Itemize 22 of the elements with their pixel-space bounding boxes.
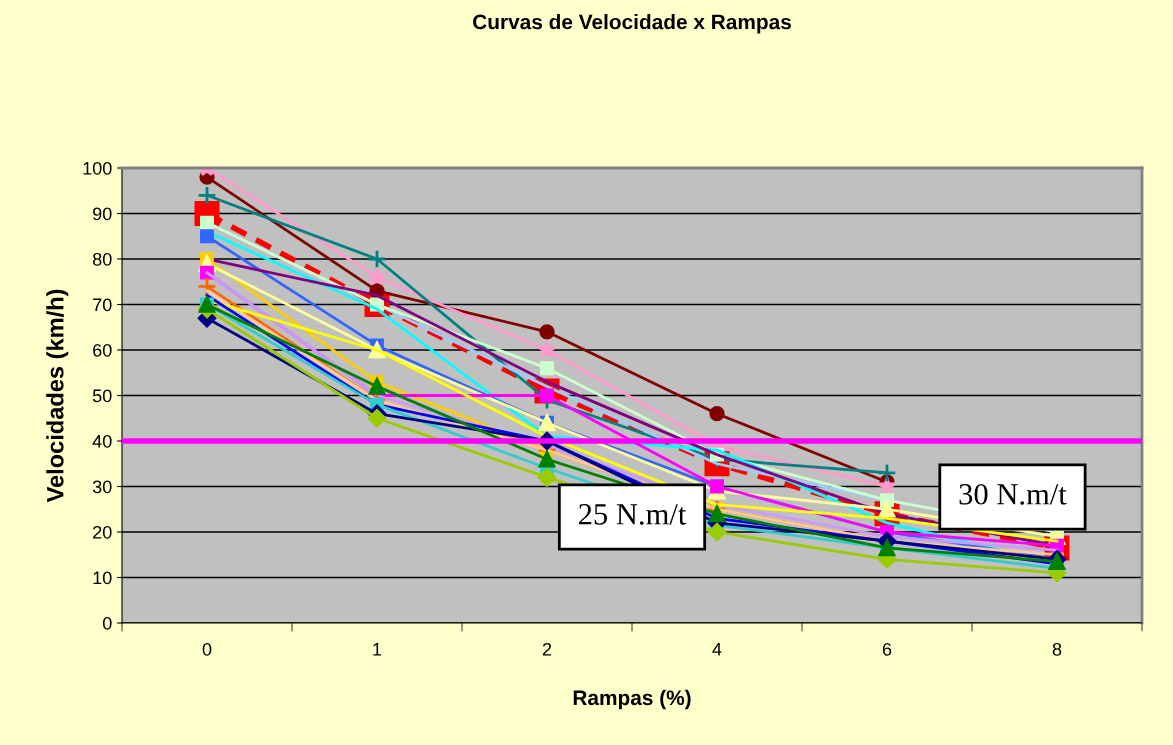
x-tick-label: 0 <box>202 642 212 656</box>
x-tick-label: 1 <box>373 643 382 656</box>
y-tick-label: 0 <box>102 616 112 630</box>
y-tick-label: 90 <box>93 207 112 221</box>
y-tick-label: 30 <box>92 480 112 494</box>
y-tick-label: 20 <box>93 525 112 539</box>
annotation: 30 N.m/t <box>959 483 1067 505</box>
y-tick-label: 60 <box>93 343 112 357</box>
y-tick-label: 70 <box>93 298 112 312</box>
y-tick-label: 40 <box>92 434 112 448</box>
y-tick-label: 50 <box>92 389 112 403</box>
x-axis-title: Rampas (%) <box>573 689 691 710</box>
x-tick-label: 6 <box>882 642 892 656</box>
y-axis-title: Velocidades (km/h) <box>46 289 69 503</box>
y-tick-label: 10 <box>93 571 112 585</box>
annotation: 25 N.m/t <box>579 504 687 525</box>
y-tick-label: 100 <box>83 161 112 175</box>
y-tick-label: 80 <box>92 252 112 266</box>
x-tick-label: 2 <box>542 642 552 656</box>
x-tick-label: 8 <box>1052 642 1062 656</box>
x-tick-label: 4 <box>712 643 722 656</box>
chart-title: Curvas de Velocidade x Rampas <box>473 14 791 34</box>
